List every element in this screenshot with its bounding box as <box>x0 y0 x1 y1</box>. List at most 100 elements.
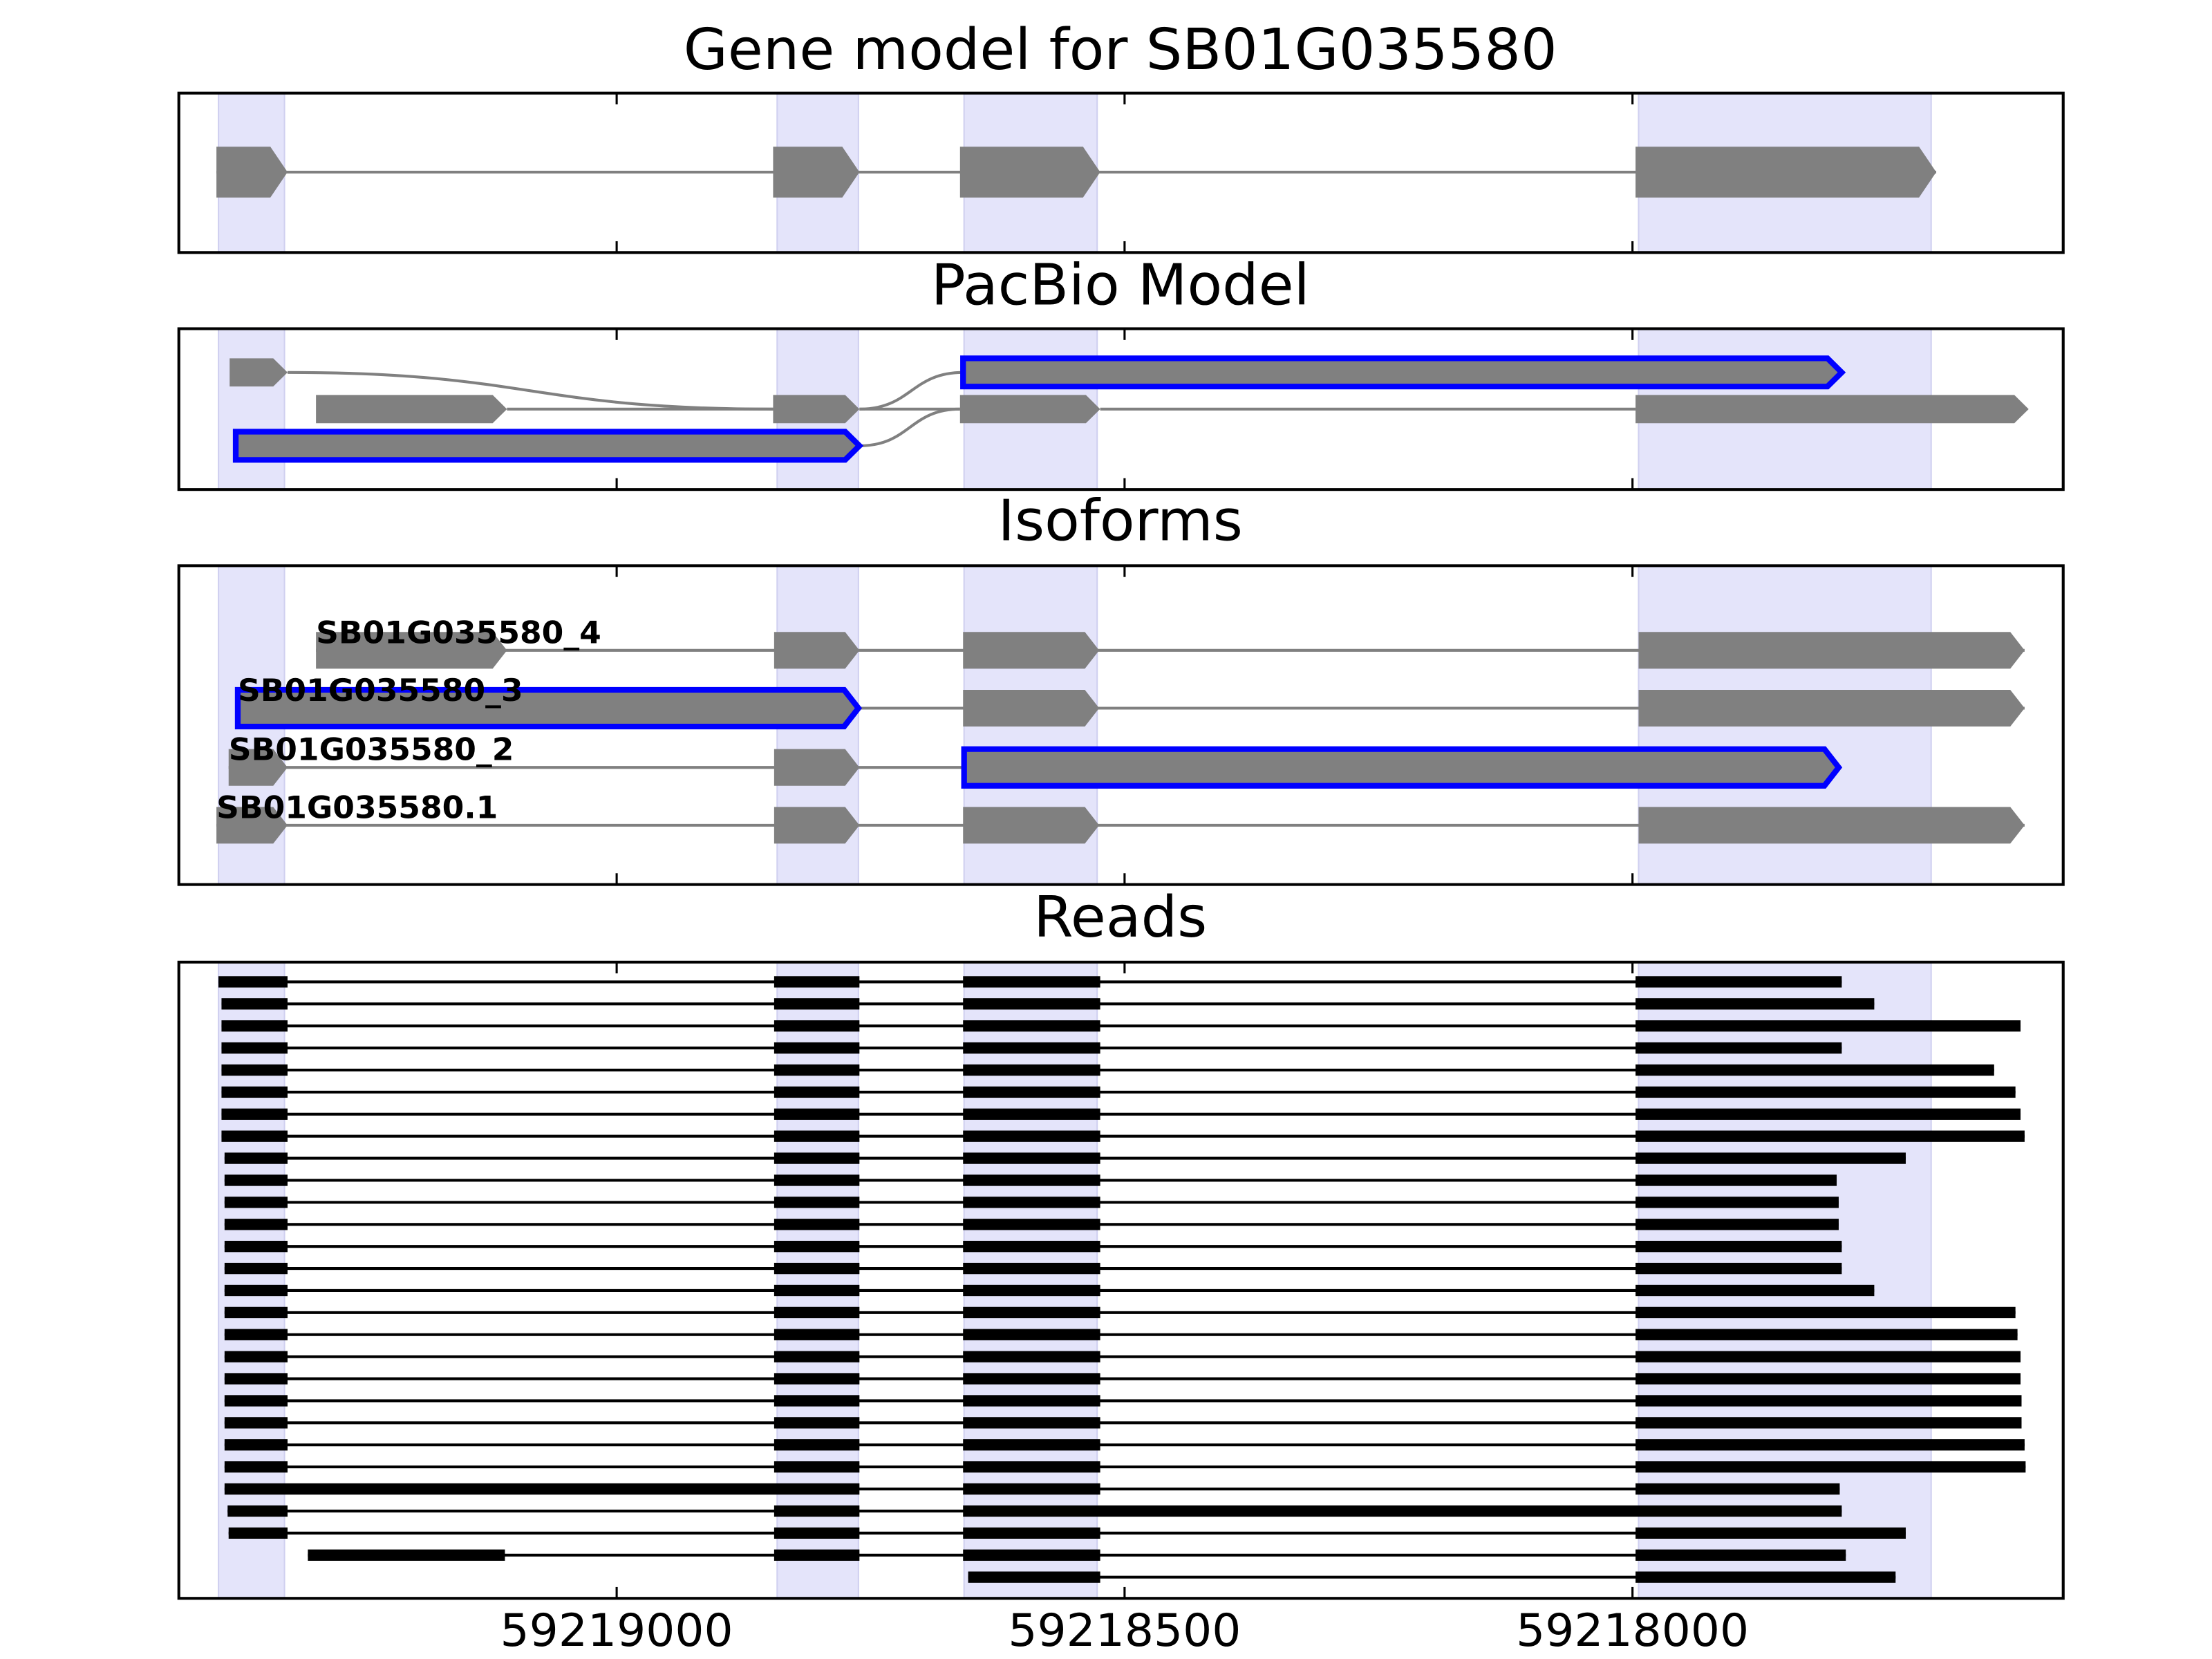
exon <box>228 749 288 786</box>
read-block <box>224 1152 288 1164</box>
read-block <box>1635 1571 1896 1583</box>
read-block <box>963 1262 1100 1275</box>
read-block <box>1635 1395 2022 1407</box>
read-block <box>774 1439 860 1451</box>
exon <box>963 689 1100 727</box>
read-block <box>963 1197 1100 1208</box>
read-block <box>963 1417 1100 1429</box>
read-block <box>774 1527 860 1539</box>
read-block <box>224 1284 288 1297</box>
read-block <box>1635 1373 2021 1385</box>
read-block <box>774 1417 860 1429</box>
exon <box>316 395 507 424</box>
panel-title: Isoforms <box>998 489 1243 554</box>
read-block <box>774 1219 860 1230</box>
read-block <box>1635 1549 1846 1561</box>
read-block <box>1635 1130 2025 1142</box>
read-block <box>774 1373 860 1385</box>
read-block <box>1635 1417 2022 1429</box>
panel-frame <box>177 960 2065 1600</box>
highlighted-exon <box>234 686 863 730</box>
exon <box>963 632 1100 669</box>
panel-title: PacBio Model <box>931 253 1310 318</box>
exon <box>773 147 860 198</box>
read-block <box>963 1241 1100 1253</box>
highlighted-exon <box>961 746 1843 789</box>
read-block <box>221 1130 288 1142</box>
read-block <box>228 1527 288 1539</box>
read-block <box>1635 1306 2016 1319</box>
junction <box>859 371 964 411</box>
read-block <box>224 1417 288 1429</box>
read-block <box>227 1505 288 1517</box>
read-block <box>224 1174 288 1186</box>
read-block <box>221 1020 288 1032</box>
isoform-label: SB01G035580.1 <box>216 789 498 826</box>
read-block <box>224 1219 288 1230</box>
exon <box>229 358 288 387</box>
exon <box>774 632 860 669</box>
exon-shade <box>963 961 1098 1600</box>
exon <box>1635 395 2029 424</box>
exon <box>959 395 1100 424</box>
read-block <box>963 1108 1100 1120</box>
read-block <box>224 1373 288 1385</box>
read-block <box>963 976 1100 988</box>
read-block <box>968 1571 1100 1583</box>
read-block <box>308 1549 505 1561</box>
read-block <box>224 1461 288 1473</box>
read-block <box>1635 1527 1906 1539</box>
read-block <box>774 1020 860 1032</box>
exon <box>1638 689 2025 727</box>
read-block <box>224 1439 288 1451</box>
read-block <box>774 1351 860 1362</box>
junction <box>859 407 960 447</box>
exon <box>1638 807 2025 844</box>
read-block <box>774 1505 860 1517</box>
read-block <box>774 1108 860 1120</box>
read-block <box>774 1174 860 1186</box>
exon-shade <box>776 961 859 1600</box>
exon <box>1635 147 1937 198</box>
read-block <box>963 1483 1100 1495</box>
read-block <box>774 1064 860 1076</box>
read-block <box>224 1241 288 1253</box>
read-block <box>1635 1152 1906 1164</box>
exon <box>774 807 860 844</box>
read-block <box>1635 998 1875 1010</box>
read-block <box>1635 1108 2021 1120</box>
read-block <box>774 1197 860 1208</box>
read-block <box>1635 1351 2021 1362</box>
read-block <box>774 1130 860 1142</box>
exon <box>1638 632 2025 669</box>
read-block <box>963 1086 1100 1098</box>
read-block <box>963 1439 1100 1451</box>
panel-frame <box>177 327 2065 491</box>
read-block <box>224 1197 288 1208</box>
isoform-label: SB01G035580_2 <box>229 731 514 768</box>
read-block <box>963 1152 1100 1164</box>
panel-title: Gene model for SB01G035580 <box>684 17 1557 82</box>
read-block <box>1635 1064 1994 1076</box>
read-block <box>1635 1241 1842 1253</box>
read-block <box>774 1549 860 1561</box>
exon-shade <box>218 961 285 1600</box>
read-block <box>774 1241 860 1253</box>
read-block <box>963 1064 1100 1076</box>
read-block <box>221 1042 288 1054</box>
read-block <box>774 1042 860 1054</box>
read-block <box>774 1284 860 1297</box>
read-block <box>774 998 860 1010</box>
read-block <box>224 1395 288 1407</box>
exon-shade <box>218 328 285 491</box>
read-block <box>774 1461 860 1473</box>
read-block <box>1635 1439 2025 1451</box>
read-block <box>963 1329 1100 1340</box>
read-block <box>1635 1086 2016 1098</box>
read-block <box>963 1527 1100 1539</box>
read-block <box>1635 1262 1842 1275</box>
junction <box>287 371 774 411</box>
read-block <box>1635 1219 1839 1230</box>
exon-shade <box>1638 961 1932 1600</box>
